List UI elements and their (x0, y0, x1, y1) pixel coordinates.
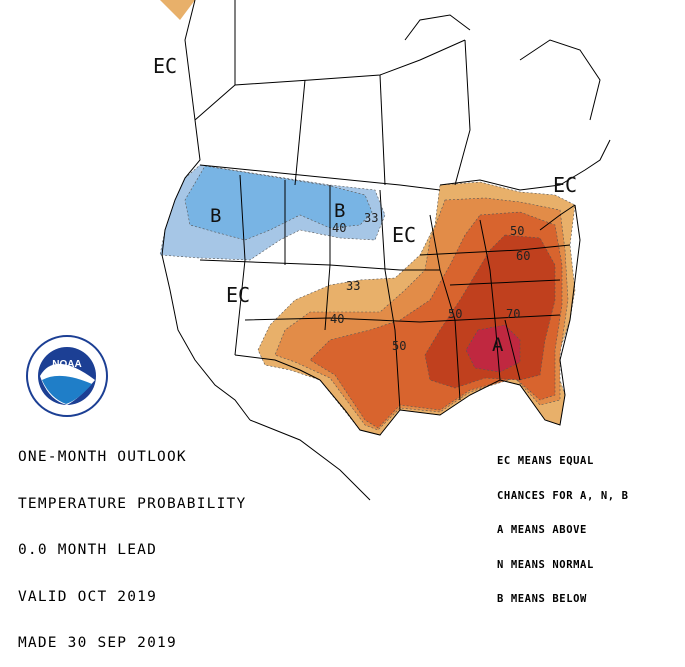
title-line: ONE-MONTH OUTLOOK (18, 449, 187, 465)
contour-label: 50 (448, 307, 462, 321)
label-below-north: B (334, 200, 345, 222)
contour-label: 40 (330, 312, 344, 326)
legend-line: A MEANS ABOVE (497, 524, 587, 536)
noaa-logo: NOAA (26, 335, 108, 417)
label-ec-northeast: EC (553, 173, 577, 197)
label-above-southeast: A (492, 334, 504, 356)
alaska-above-shading (160, 0, 195, 20)
label-below-northwest: B (210, 205, 221, 227)
title-line: TEMPERATURE PROBABILITY (18, 495, 247, 512)
contour-label: 40 (332, 221, 346, 235)
legend-line: N MEANS NORMAL (497, 558, 594, 571)
contour-label: 60 (516, 249, 530, 263)
label-ec-alaska: EC (153, 54, 177, 78)
contour-label: 33 (346, 279, 360, 293)
label-ec-west: EC (226, 283, 250, 307)
contour-label: 50 (392, 339, 406, 353)
label-ec-central: EC (392, 223, 416, 247)
below-normal-region (159, 164, 386, 261)
legend: EC MEANS EQUAL CHANCES FOR A, N, B A MEA… (497, 433, 629, 617)
contour-label: 50 (510, 224, 524, 238)
outlook-title-block: ONE-MONTH OUTLOOK TEMPERATURE PROBABILIT… (18, 419, 246, 667)
title-line: MADE 30 SEP 2019 (18, 635, 177, 651)
legend-line: EC MEANS EQUAL (497, 455, 594, 467)
boundaries (161, 0, 611, 501)
outlook-map: EC EC EC EC B B A 33 40 33 40 50 50 60 5… (26, 0, 611, 501)
title-line: 0.0 MONTH LEAD (18, 542, 158, 558)
contour-label: 70 (506, 307, 520, 321)
legend-line: B MEANS BELOW (497, 593, 587, 605)
noaa-logo-text: NOAA (52, 359, 81, 370)
legend-line: CHANCES FOR A, N, B (497, 489, 629, 502)
contour-label: 33 (364, 211, 378, 225)
title-line: VALID OCT 2019 (18, 588, 158, 605)
